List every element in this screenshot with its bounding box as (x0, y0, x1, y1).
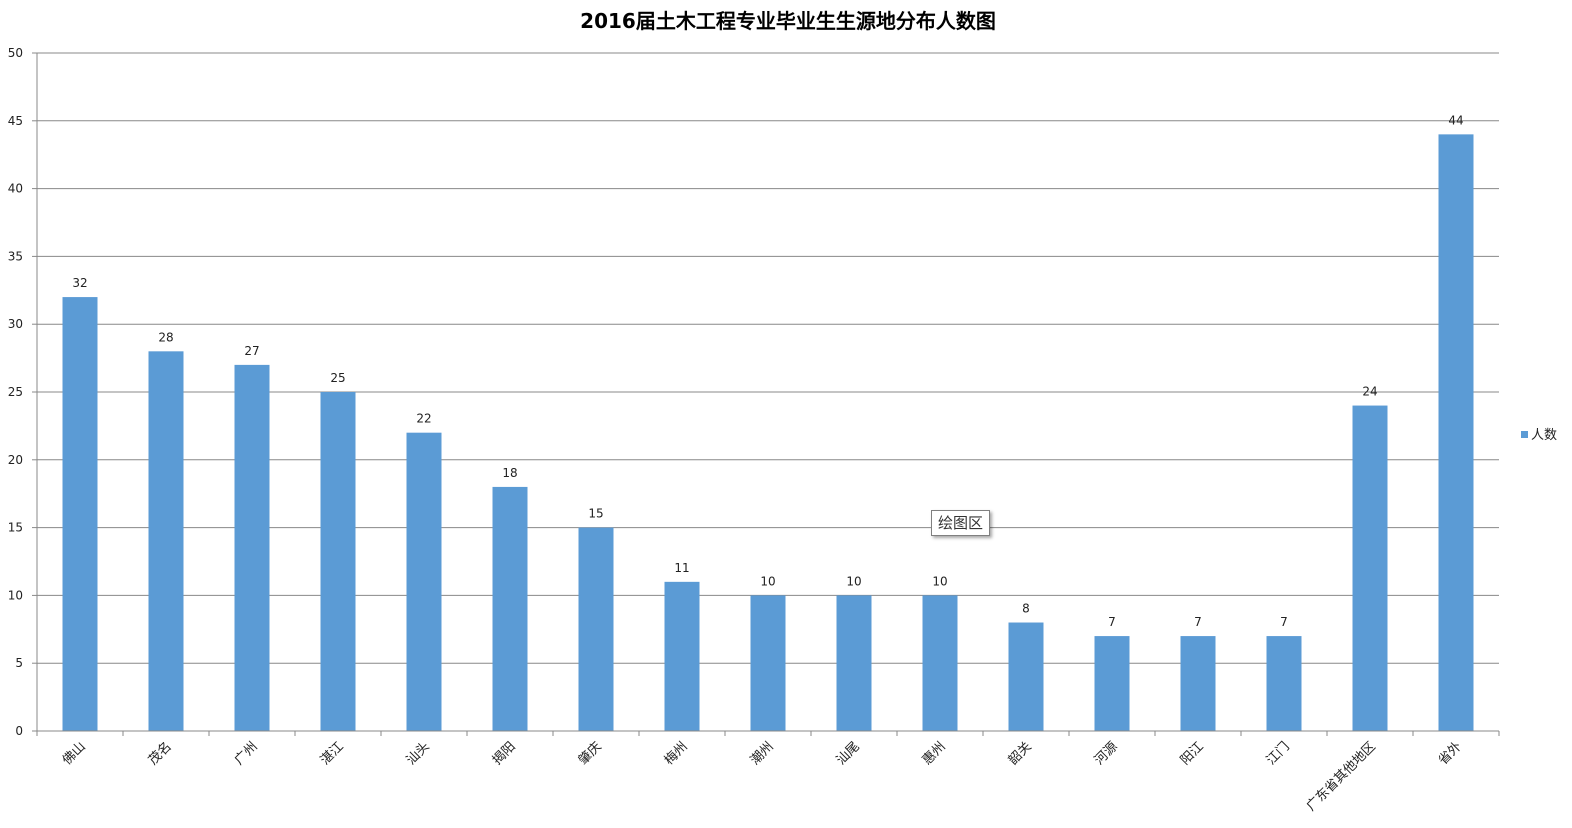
gridlines (37, 52, 1499, 664)
legend: 人数 (1521, 428, 1557, 443)
x-tick-label: 湛江 (318, 739, 347, 768)
x-axis: 佛山 茂名 广州 湛江 汕头 揭阳 肇庆 梅州 潮州 汕尾 惠州 韶关 河源 阳江 江门 广东省其他地区 省外 (36, 730, 1500, 814)
data-label: 22 (416, 412, 431, 426)
bar-肇庆 (578, 527, 614, 731)
y-tick-label: 35 (8, 249, 23, 263)
data-label: 32 (72, 276, 87, 290)
data-label: 8 (1022, 602, 1030, 616)
data-label: 25 (330, 371, 345, 385)
x-tick-label: 茂名 (145, 739, 175, 769)
y-tick-label: 15 (8, 521, 23, 535)
data-label: 7 (1194, 615, 1202, 629)
bar-潮州 (750, 595, 786, 731)
y-tick-label: 0 (15, 724, 23, 738)
data-labels: 32 28 27 25 22 18 15 11 10 10 10 8 7 7 7 24 44 (72, 113, 1463, 629)
bar-汕尾 (836, 595, 872, 731)
legend-swatch (1521, 431, 1528, 438)
x-tick-label: 江门 (1264, 739, 1293, 768)
bar-阳江 (1180, 636, 1216, 731)
y-tick-label: 50 (8, 46, 23, 60)
y-axis: 0 5 10 15 20 25 30 35 40 45 50 (8, 46, 38, 738)
x-tick-label: 河源 (1092, 739, 1121, 768)
legend-label: 人数 (1531, 428, 1557, 443)
x-tick-label: 佛山 (60, 739, 89, 768)
y-tick-label: 40 (8, 182, 23, 196)
data-label: 10 (932, 574, 947, 588)
bar-惠州 (922, 595, 958, 731)
x-tick-label: 肇庆 (576, 739, 605, 768)
x-tick-label: 广州 (232, 739, 261, 768)
y-tick-label: 25 (8, 385, 23, 399)
bar-河源 (1094, 636, 1130, 731)
bar-茂名 (148, 351, 184, 731)
data-label: 27 (244, 344, 259, 358)
bar-湛江 (320, 392, 356, 731)
x-tick-label: 阳江 (1178, 739, 1207, 768)
y-tick-label: 20 (8, 453, 23, 467)
y-tick-label: 5 (15, 656, 23, 670)
plot-area[interactable] (62, 134, 1474, 732)
y-tick-label: 45 (8, 114, 23, 128)
x-tick-label: 广东省其他地区 (1304, 739, 1379, 814)
bar-江门 (1266, 636, 1302, 731)
data-label: 15 (588, 507, 603, 521)
x-tick-label: 惠州 (920, 739, 949, 768)
x-tick-label: 省外 (1436, 739, 1465, 768)
bar-韶关 (1008, 622, 1044, 731)
data-label: 24 (1362, 385, 1377, 399)
x-tick-label: 汕尾 (834, 739, 863, 768)
bar-佛山 (62, 297, 98, 731)
plot-area-tooltip: 绘图区 (931, 510, 991, 536)
data-label: 7 (1280, 615, 1288, 629)
data-label: 44 (1448, 113, 1463, 127)
bar-揭阳 (492, 486, 528, 731)
y-tick-label: 30 (8, 317, 23, 331)
x-tick-label: 潮州 (748, 739, 777, 768)
data-label: 10 (760, 574, 775, 588)
data-label: 18 (502, 466, 517, 480)
data-label: 7 (1108, 615, 1116, 629)
bar-广东省其他地区 (1352, 405, 1388, 731)
x-tick-label: 揭阳 (490, 739, 519, 768)
x-tick-label: 梅州 (662, 739, 691, 768)
bar-广州 (234, 364, 270, 731)
x-tick-label: 汕头 (404, 739, 433, 768)
bar-省外 (1438, 134, 1474, 732)
data-label: 28 (158, 330, 173, 344)
bar-梅州 (664, 581, 700, 731)
x-tick-label: 韶关 (1005, 739, 1035, 769)
data-label: 11 (674, 561, 689, 575)
bar-汕头 (406, 432, 442, 731)
y-tick-label: 10 (8, 588, 23, 602)
data-label: 10 (846, 574, 861, 588)
chart-title: 2016届土木工程专业毕业生生源地分布人数图 (580, 9, 996, 33)
